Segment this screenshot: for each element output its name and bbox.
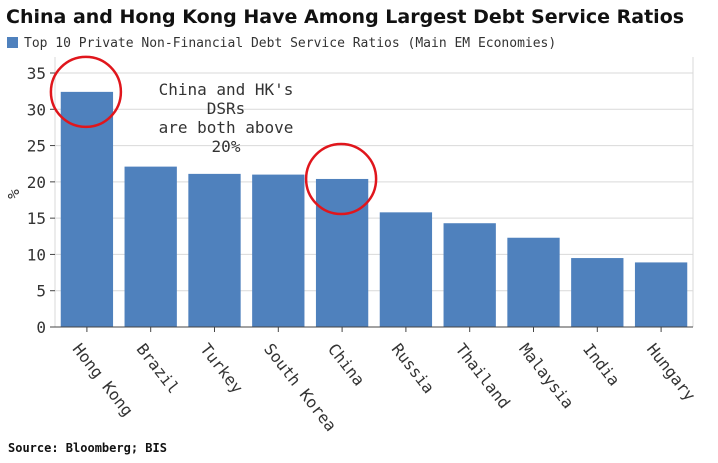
y-tick-label: 20 (27, 173, 46, 192)
y-axis-ticks: 0 5 10 15 20 25 30 35 (27, 64, 693, 337)
y-tick-label: 10 (27, 245, 46, 264)
x-tick-label: Russia (388, 340, 439, 397)
legend-swatch (7, 37, 18, 48)
highlight-circles (49, 55, 378, 216)
x-tick-label: Thailand (452, 340, 514, 412)
highlight-circle (49, 55, 123, 129)
chart-title: China and Hong Kong Have Among Largest D… (6, 6, 684, 28)
annotation-line: are both above (159, 118, 294, 137)
x-tick-label: Turkey (196, 340, 247, 398)
source-note: Source: Bloomberg; BIS (8, 441, 167, 455)
bar (571, 258, 624, 327)
bar (379, 212, 433, 327)
y-tick-label: 15 (27, 209, 46, 228)
annotation-line: DSRs (207, 99, 246, 118)
y-tick-label: 5 (36, 282, 46, 301)
x-tick-label: Hungary (643, 340, 700, 405)
annotation-line: 20% (212, 137, 241, 156)
bars (60, 91, 688, 328)
bar (315, 178, 369, 327)
x-tick-label: India (579, 340, 624, 390)
y-tick-label: 35 (27, 64, 46, 83)
bar (507, 237, 560, 327)
y-tick-label: 25 (27, 137, 46, 156)
x-tick-label: Hong Kong (69, 340, 137, 420)
x-tick-label: Malaysia (515, 340, 577, 412)
legend-label: Top 10 Private Non-Financial Debt Servic… (24, 36, 556, 51)
x-tick-label: Brazil (133, 340, 184, 397)
y-axis-label: % (4, 189, 23, 199)
bar (60, 91, 114, 328)
bar (634, 262, 688, 327)
x-tick-label: China (324, 340, 369, 390)
bar (252, 174, 305, 327)
highlight-circle (304, 142, 378, 216)
bar (188, 173, 241, 327)
annotation-line: China and HK's (159, 80, 294, 99)
bar (443, 223, 496, 327)
y-tick-label: 30 (27, 100, 46, 119)
bar (124, 166, 177, 327)
y-tick-label: 0 (36, 318, 46, 337)
